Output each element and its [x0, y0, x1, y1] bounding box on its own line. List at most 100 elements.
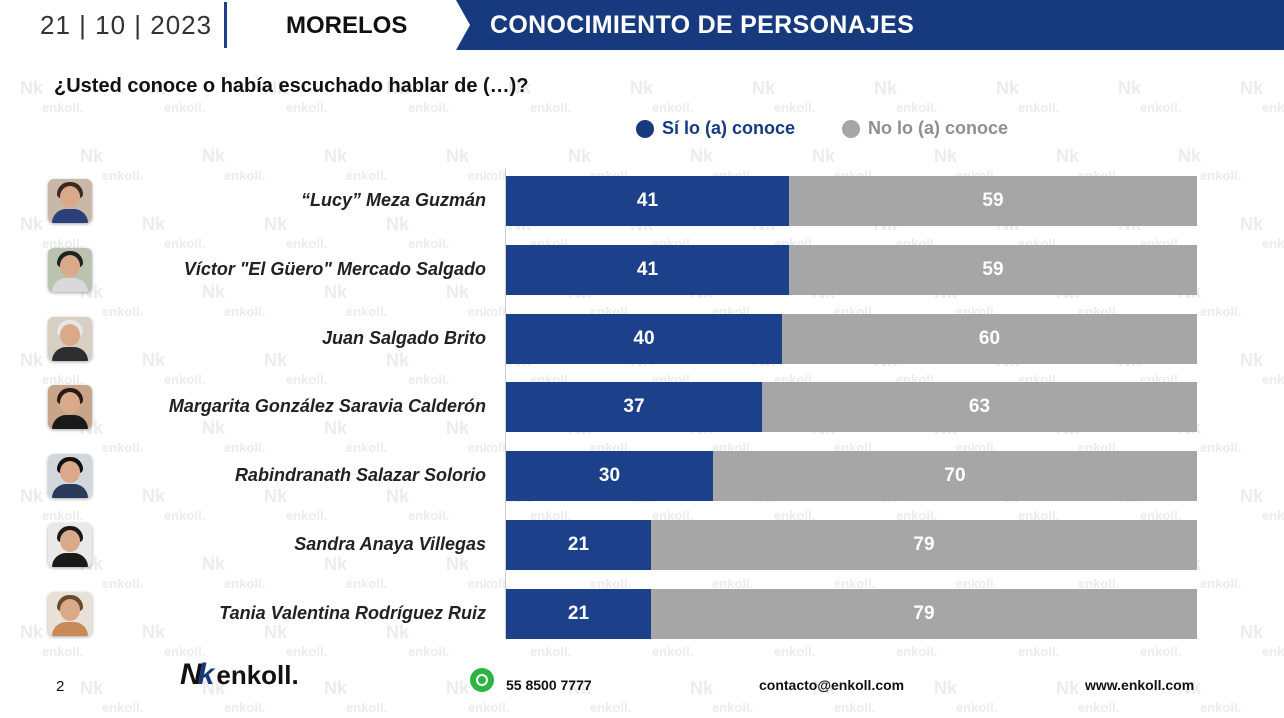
watermark-text: enkoll. [1262, 372, 1284, 387]
bar-segment-no-conoce: 79 [651, 589, 1197, 639]
person-photo [48, 317, 92, 361]
watermark-text: enkoll. [224, 304, 266, 319]
watermark-text: enkoll. [286, 236, 328, 251]
watermark-logo-icon: Nk [446, 554, 470, 574]
bar-segment-conoce: 37 [506, 382, 762, 432]
watermark-logo-icon: Nk [386, 214, 410, 234]
watermark-text: enkoll. [1140, 644, 1182, 659]
category-label: Tania Valentina Rodríguez Ruiz [219, 603, 486, 623]
watermark-text: enkoll. [468, 576, 510, 591]
data-label: 41 [636, 190, 659, 211]
watermark-text: enkoll. [164, 508, 206, 523]
enkoll-logo-mark-icon: Nk [180, 658, 214, 691]
watermark-text: enkoll. [652, 644, 694, 659]
watermark-logo-icon: Nk [386, 350, 410, 370]
watermark-logo-icon: Nk [1056, 146, 1080, 166]
watermark-text: enkoll. [224, 700, 266, 715]
bar-segment-conoce: 21 [506, 589, 651, 639]
watermark-text: enkoll. [408, 508, 450, 523]
data-label: 30 [598, 465, 621, 486]
watermark-text: enkoll. [712, 700, 754, 715]
category-label: Juan Salgado Brito [321, 328, 486, 348]
watermark-logo-icon: Nk [264, 350, 288, 370]
legend-no-dot-icon [842, 119, 860, 138]
category-label: Rabindranath Salazar Solorio [234, 465, 486, 485]
data-label: 79 [913, 534, 935, 555]
watermark-logo-icon: Nk [20, 622, 44, 642]
watermark-logo-icon: Nk [386, 486, 410, 506]
watermark-text: enkoll. [286, 644, 328, 659]
watermark-logo-icon: Nk [1240, 486, 1264, 506]
footer-website: www.enkoll.com [1085, 677, 1195, 693]
bar-segment-conoce: 21 [506, 520, 651, 570]
watermark-text: enkoll. [224, 168, 266, 183]
watermark-logo-icon: Nk [630, 78, 654, 98]
watermark-logo-icon: Nk [446, 282, 470, 302]
watermark-logo-icon: Nk [324, 146, 348, 166]
data-label: 21 [567, 534, 590, 555]
bar-segment-no-conoce: 63 [762, 382, 1197, 432]
watermark-logo-icon: Nk [1240, 350, 1264, 370]
watermark-logo-icon: Nk [20, 486, 44, 506]
watermark-text: enkoll. [590, 700, 632, 715]
watermark-text: enkoll. [530, 644, 572, 659]
watermark-text: enkoll. [1078, 700, 1120, 715]
watermark-text: enkoll. [1200, 700, 1242, 715]
watermark-text: enkoll. [286, 372, 328, 387]
watermark-logo-icon: Nk [812, 146, 836, 166]
watermark-text: enkoll. [346, 700, 388, 715]
watermark-text: enkoll. [224, 576, 266, 591]
watermark-text: enkoll. [1200, 168, 1242, 183]
bar-segment-no-conoce: 79 [651, 520, 1197, 570]
person-photo [48, 248, 92, 292]
watermark-logo-icon: Nk [20, 350, 44, 370]
person-photo [48, 385, 92, 429]
watermark-logo-icon: Nk [264, 486, 288, 506]
watermark-logo-icon: Nk [568, 146, 592, 166]
watermark-logo-icon: Nk [508, 78, 532, 98]
watermark-text: enkoll. [1262, 644, 1284, 659]
bar-segment-conoce: 41 [506, 176, 789, 226]
bar-segment-conoce: 40 [506, 314, 782, 364]
watermark-text: enkoll. [1140, 100, 1182, 115]
watermark-text: enkoll. [652, 100, 694, 115]
watermark-text: enkoll. [42, 508, 84, 523]
watermark-text: enkoll. [590, 576, 632, 591]
watermark-text: enkoll. [42, 372, 84, 387]
watermark-logo-icon: Nk [446, 418, 470, 438]
watermark-logo-icon: Nk [1118, 78, 1142, 98]
header-banner-title: CONOCIMIENTO DE PERSONAJES [490, 11, 915, 39]
person-photo [48, 592, 92, 636]
bar-segment-no-conoce: 59 [789, 176, 1197, 226]
watermark-logo-icon: Nk [324, 418, 348, 438]
watermark-logo-icon: Nk [874, 78, 898, 98]
watermark-text: enkoll. [652, 508, 694, 523]
watermark-logo-icon: Nk [324, 678, 348, 698]
watermark-logo-icon: Nk [20, 214, 44, 234]
watermark-text: enkoll. [164, 644, 206, 659]
watermark-text: enkoll. [1200, 440, 1242, 455]
watermark-text: enkoll. [1262, 508, 1284, 523]
watermark-logo-icon: Nk [324, 282, 348, 302]
watermark-text: enkoll. [408, 372, 450, 387]
watermark-text: enkoll. [1018, 100, 1060, 115]
header-state: MORELOS [286, 12, 408, 39]
bar-segment-conoce: 41 [506, 245, 789, 295]
footer-email: contacto@enkoll.com [759, 677, 905, 693]
watermark-text: enkoll. [1262, 100, 1284, 115]
watermark-logo-icon: Nk [812, 678, 836, 698]
watermark-text: enkoll. [468, 168, 510, 183]
person-photo [48, 454, 92, 498]
person-photo [48, 179, 92, 223]
category-label: “Lucy” Meza Guzmán [300, 190, 486, 210]
page-number: 2 [56, 678, 65, 695]
watermark-text: enkoll. [408, 100, 450, 115]
watermark-text: enkoll. [468, 700, 510, 715]
bar-segment-no-conoce: 59 [789, 245, 1197, 295]
watermark-logo-icon: Nk [202, 282, 226, 302]
data-label: 59 [982, 190, 1004, 211]
legend-yes-dot-icon [636, 119, 654, 138]
watermark-logo-icon: Nk [202, 418, 226, 438]
watermark-logo-icon: Nk [1178, 146, 1202, 166]
